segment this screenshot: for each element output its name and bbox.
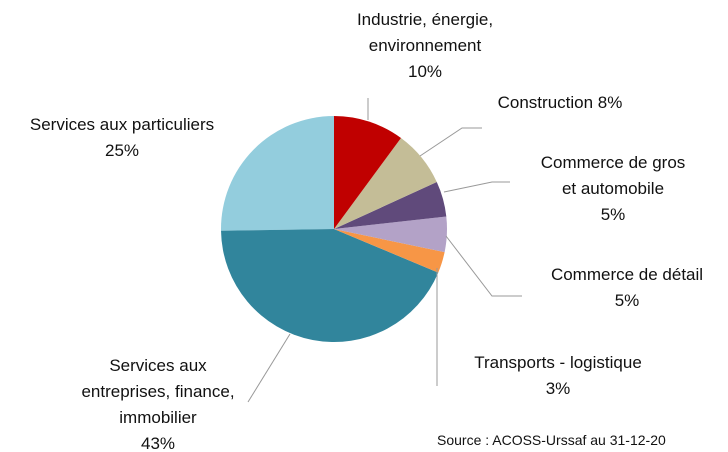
slice-label: Commerce de détail 5% xyxy=(537,262,717,314)
pie-slice xyxy=(221,229,439,343)
slice-label: Industrie, énergie, environnement 10% xyxy=(335,7,515,85)
category-label: Construction xyxy=(497,93,594,112)
category-label: Industrie, énergie, environnement xyxy=(356,10,494,55)
category-label: Commerce de gros et automobile xyxy=(540,153,686,198)
category-label: Services aux entreprises, finance, immob… xyxy=(81,356,235,427)
source: Source : ACOSS-Urssaf au 31-12-20 xyxy=(437,432,666,448)
value-label: 25% xyxy=(104,141,140,160)
slice-label: Services aux entreprises, finance, immob… xyxy=(69,353,247,452)
category-label: Services aux particuliers xyxy=(29,115,215,134)
value-label: 10% xyxy=(407,62,443,81)
category-label: Transports - logistique xyxy=(474,353,642,372)
pie-slice xyxy=(221,116,334,231)
slice-label: Commerce de gros et automobile 5% xyxy=(538,150,688,228)
pie-slice xyxy=(334,116,401,229)
value-label: 5% xyxy=(600,205,626,224)
leader-line xyxy=(419,127,482,157)
leader-line xyxy=(443,181,510,193)
value-label: 5% xyxy=(614,291,640,310)
value-label: 43% xyxy=(140,434,176,452)
slice-label: Transports - logistique 3% xyxy=(448,350,668,402)
pie-slice xyxy=(334,182,447,229)
value-label: 8% xyxy=(597,93,623,112)
slice-label: Construction 8% xyxy=(460,90,660,116)
pie-slice xyxy=(334,138,437,229)
leader-line xyxy=(247,333,291,403)
value-label: 3% xyxy=(545,379,571,398)
slice-label: Services aux particuliers 25% xyxy=(0,112,247,164)
leader-lines xyxy=(247,98,522,403)
category-label: Commerce de détail xyxy=(550,265,704,284)
pie-slice xyxy=(334,216,447,253)
pie-slice xyxy=(334,229,445,273)
leader-line xyxy=(445,235,522,297)
